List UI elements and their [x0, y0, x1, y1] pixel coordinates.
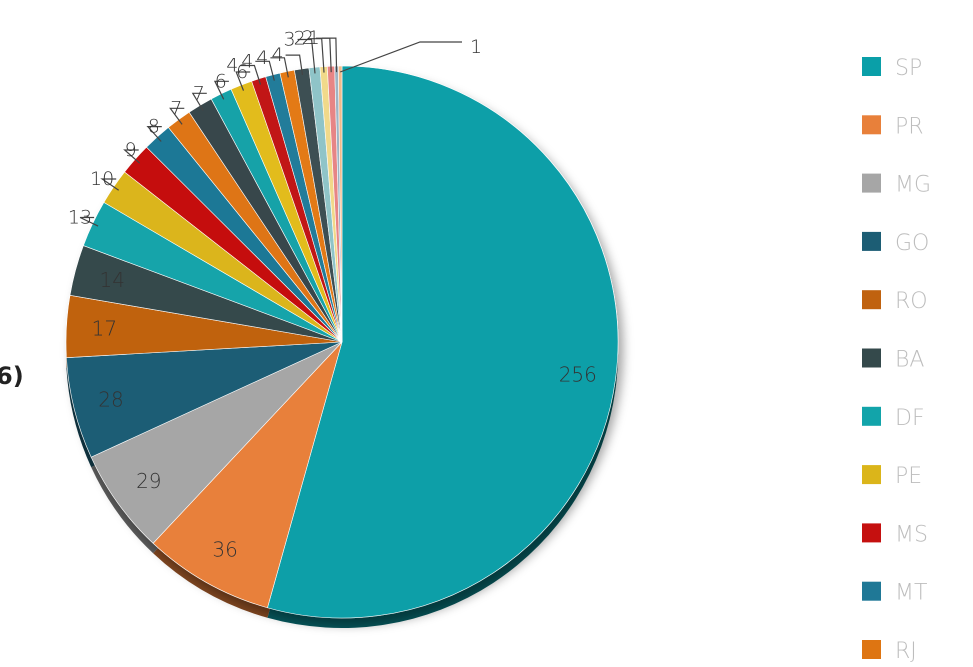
pie-slices	[65, 65, 619, 619]
leader-line-9	[146, 126, 162, 142]
legend-swatch-pe	[862, 465, 881, 485]
slice-label-7: 10	[90, 168, 114, 190]
slice-label-16: 4	[256, 47, 268, 69]
leader-line-7	[100, 178, 120, 191]
legend-swatch-rj	[862, 640, 881, 659]
legend-swatch-ro	[862, 290, 881, 310]
slice-label-13: 6	[236, 61, 248, 83]
slice-label-17: 4	[272, 44, 284, 66]
leader-lines	[79, 37, 462, 227]
slice-label-9: 8	[148, 116, 160, 138]
slice-label-12: 6	[215, 70, 227, 92]
legend-swatch-mt	[862, 581, 881, 601]
leader-line-21	[321, 37, 338, 73]
legend-swatch-ms	[862, 523, 881, 543]
leader-line-14	[240, 64, 262, 85]
legend-swatch-pr	[862, 115, 881, 135]
slice-label-20: 2	[302, 27, 314, 49]
leader-line-12	[213, 80, 229, 100]
slice-label-6: 13	[68, 207, 92, 229]
slice-label-3: 28	[98, 387, 123, 411]
legend-label-ro: RO	[895, 289, 928, 314]
leader-line-17	[285, 54, 304, 75]
legend-swatch-ba	[862, 348, 881, 368]
pie-slice-1	[152, 341, 343, 609]
legend-swatch-df	[862, 406, 881, 426]
slice-label-10: 7	[170, 97, 182, 119]
legend-swatch-mg	[862, 173, 881, 193]
legend-label-ms: MS	[895, 522, 928, 547]
legend-label-sp: SP	[895, 56, 922, 81]
slice-label-22: 1	[470, 36, 482, 58]
slice-label-19: 2	[294, 28, 306, 50]
legend-label-pe: PE	[895, 464, 922, 489]
leader-line-8	[123, 149, 141, 164]
leader-line-6	[79, 216, 99, 227]
legend-swatch-go	[862, 231, 881, 251]
leader-line-22	[339, 41, 462, 73]
leader-line-13	[235, 71, 251, 91]
leader-line-16	[270, 57, 289, 78]
slice-label-4: 17	[92, 317, 117, 341]
leader-line-18	[297, 38, 316, 74]
slice-label-21: 1	[308, 27, 320, 49]
legend-label-pr: PR	[895, 114, 924, 139]
slice-label-15: 4	[241, 50, 253, 72]
slice-label-11: 7	[193, 82, 205, 104]
slice-label-14: 4	[226, 55, 238, 77]
leader-line-15	[255, 60, 275, 81]
slice-label-1: 36	[212, 537, 237, 561]
slice-label-18: 3	[284, 29, 296, 51]
legend-label-df: DF	[895, 406, 925, 431]
legend: SP PR MG GO RO BA DF PE MS MT RJ	[862, 56, 931, 664]
legend-label-mg: MG	[895, 173, 931, 198]
legend-label-mt: MT	[895, 581, 927, 606]
legend-swatch-sp	[862, 57, 881, 76]
slice-label-0: 256	[559, 362, 597, 386]
pie-slice-0	[267, 65, 619, 619]
slice-label-8: 9	[125, 139, 137, 161]
legend-label-rj: RJ	[895, 639, 917, 664]
slice-label-5: 14	[99, 268, 124, 292]
legend-label-go: GO	[895, 231, 929, 256]
leader-line-10	[169, 107, 185, 125]
legend-label-ba: BA	[895, 348, 924, 373]
cut-off-text: 6)	[0, 362, 24, 390]
slice-label-2: 29	[136, 469, 161, 493]
pie-slice-22	[338, 65, 343, 343]
leader-line-11	[191, 92, 207, 111]
